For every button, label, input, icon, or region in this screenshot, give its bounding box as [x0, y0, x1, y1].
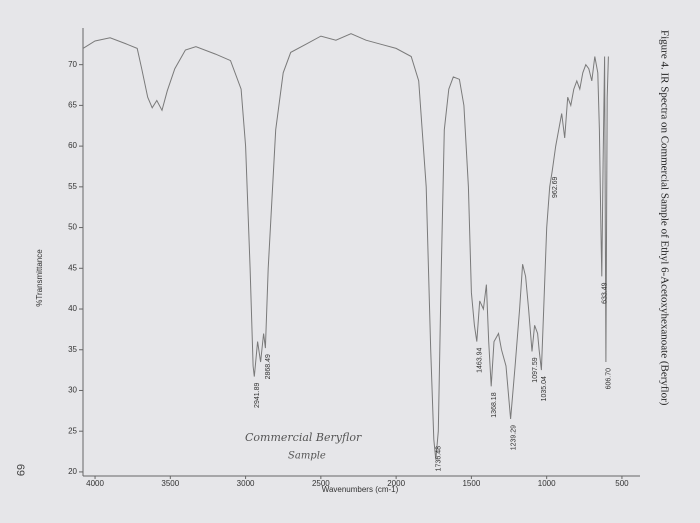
peak-label: 1463.94 [477, 348, 484, 373]
y-tick-label: 20 [68, 467, 77, 476]
x-tick-label: 3500 [161, 479, 179, 488]
y-tick-label: 40 [68, 304, 77, 313]
y-tick-label: 65 [68, 100, 77, 109]
y-tick-label: 25 [68, 426, 77, 435]
spectrum-line [82, 33, 609, 460]
peak-label: 1368.18 [491, 392, 498, 417]
peak-label: 962.69 [552, 176, 559, 198]
peak-label: 1239.29 [510, 425, 517, 450]
y-tick-label: 35 [68, 345, 77, 354]
peak-label: 633.49 [602, 282, 609, 304]
peak-label: 2941.89 [254, 383, 261, 408]
y-tick-label: 30 [68, 386, 77, 395]
y-tick-label: 50 [68, 223, 77, 232]
handwritten-note: Commercial Beryflor [245, 431, 362, 444]
peak-label: 1035.04 [541, 376, 548, 401]
peak-label: 606.70 [606, 368, 613, 390]
handwritten-note: Sample [288, 451, 326, 462]
y-tick-label: 70 [68, 60, 77, 69]
x-tick-label: 1000 [538, 479, 556, 488]
y-tick-label: 60 [68, 141, 77, 150]
x-tick-label: 2500 [312, 479, 330, 488]
x-tick-label: 500 [615, 479, 629, 488]
x-tick-label: 2000 [387, 479, 405, 488]
x-axis-label: Wavenumbers (cm-1) [322, 485, 399, 494]
page-number: 69 [14, 464, 26, 476]
y-tick-label: 45 [68, 263, 77, 272]
peak-label: 1097.59 [532, 357, 539, 382]
x-tick-label: 4000 [86, 479, 104, 488]
peak-label: 2868.49 [265, 354, 272, 379]
x-tick-label: 3000 [237, 479, 255, 488]
y-tick-label: 55 [68, 182, 77, 191]
peak-label: 1736.48 [436, 446, 443, 471]
x-tick-label: 1500 [462, 479, 480, 488]
y-axis-label: %Transmittance [35, 249, 44, 307]
figure-caption: Figure 4. IR Spectra on Commercial Sampl… [658, 30, 670, 406]
